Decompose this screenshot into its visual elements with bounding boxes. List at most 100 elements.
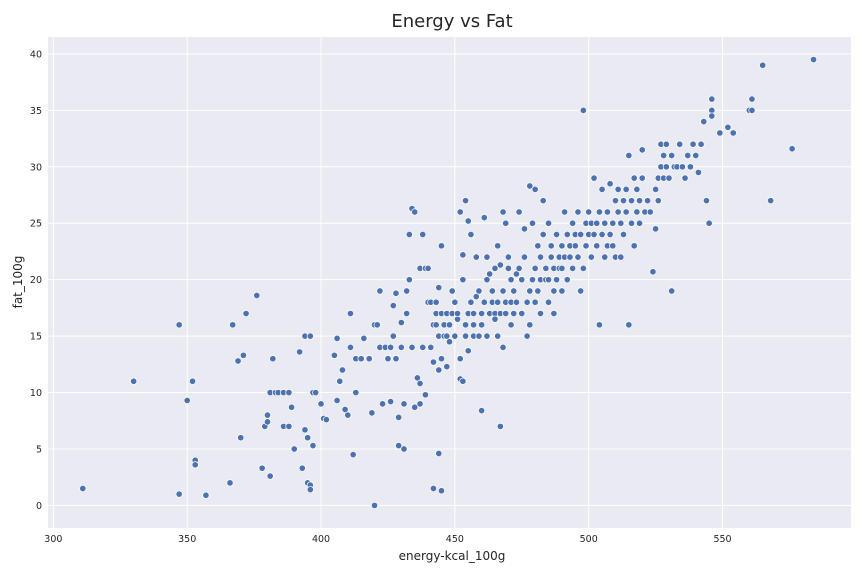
data-point <box>368 409 376 417</box>
data-point <box>759 61 767 69</box>
data-point <box>499 343 507 351</box>
data-point <box>435 284 443 292</box>
data-point <box>333 396 341 405</box>
data-point <box>486 270 494 278</box>
data-point <box>395 442 403 450</box>
data-point <box>724 123 732 131</box>
data-point <box>510 287 518 295</box>
y-tick-label: 40 <box>30 49 42 60</box>
data-point <box>520 253 528 261</box>
data-point <box>183 396 191 405</box>
x-gridlines <box>52 37 724 528</box>
data-point <box>349 451 357 459</box>
data-point <box>392 355 400 363</box>
data-point <box>515 264 523 272</box>
x-axis-label: energy-kcal_100g <box>399 549 506 563</box>
data-point <box>689 140 697 148</box>
data-point <box>389 302 397 310</box>
data-point <box>429 484 437 493</box>
data-point <box>288 403 296 411</box>
data-point <box>582 242 590 250</box>
data-point <box>633 185 641 193</box>
data-point <box>421 391 429 399</box>
data-point <box>577 287 585 295</box>
data-point <box>496 422 504 430</box>
data-point <box>357 355 365 363</box>
data-point <box>697 140 705 148</box>
data-point <box>494 298 502 306</box>
x-tick-label: 300 <box>44 534 62 545</box>
y-tick-label: 5 <box>36 444 42 455</box>
data-point <box>448 287 456 295</box>
data-point <box>478 407 486 415</box>
data-point <box>462 332 470 340</box>
data-point <box>539 230 547 239</box>
data-point <box>226 479 234 487</box>
data-point <box>611 197 620 205</box>
data-point <box>130 377 138 385</box>
data-point <box>507 321 515 329</box>
data-point <box>432 321 440 329</box>
data-point <box>702 197 711 205</box>
data-point <box>397 343 405 351</box>
x-tick-label: 450 <box>446 534 464 545</box>
data-point <box>601 253 609 261</box>
data-point <box>729 129 737 137</box>
data-point <box>451 298 459 306</box>
data-point <box>708 95 716 103</box>
data-point <box>467 230 475 239</box>
data-point <box>652 225 660 233</box>
data-point <box>528 219 537 227</box>
data-point <box>175 490 183 498</box>
data-point <box>625 151 633 160</box>
data-point <box>483 253 491 261</box>
data-point <box>496 261 504 269</box>
data-point <box>531 185 539 193</box>
data-point <box>467 298 475 306</box>
data-point <box>258 464 266 472</box>
data-point <box>379 400 387 408</box>
data-point <box>338 366 346 374</box>
data-point <box>625 321 633 329</box>
data-point <box>371 501 379 509</box>
data-point <box>453 309 462 318</box>
data-point <box>405 276 413 284</box>
data-point <box>475 287 483 295</box>
data-point <box>480 298 488 306</box>
data-point <box>547 242 555 250</box>
data-point <box>598 230 606 239</box>
data-point <box>470 321 478 329</box>
data-point <box>523 332 531 340</box>
data-point <box>544 298 553 306</box>
data-point <box>413 374 421 382</box>
data-point <box>269 355 277 363</box>
data-point <box>571 242 579 250</box>
data-point <box>788 145 796 153</box>
data-point <box>668 287 676 295</box>
data-point <box>668 151 676 160</box>
data-point <box>662 163 670 171</box>
data-point <box>322 416 330 424</box>
data-points <box>79 56 818 509</box>
data-point <box>553 230 561 239</box>
data-point <box>403 287 411 295</box>
data-point <box>504 264 512 272</box>
data-point <box>416 379 424 388</box>
data-point <box>336 377 344 385</box>
data-point <box>619 197 628 205</box>
data-point <box>202 491 210 499</box>
data-point <box>419 230 427 239</box>
data-point <box>478 321 486 329</box>
data-point <box>520 225 528 233</box>
data-point <box>534 242 542 250</box>
data-point <box>561 208 569 216</box>
data-point <box>301 426 309 434</box>
data-point <box>609 242 617 250</box>
data-point <box>333 334 341 342</box>
data-point <box>491 264 499 272</box>
data-point <box>405 230 413 239</box>
data-point <box>531 298 539 306</box>
data-point <box>536 253 545 261</box>
data-point <box>531 264 539 272</box>
data-point <box>285 422 293 430</box>
